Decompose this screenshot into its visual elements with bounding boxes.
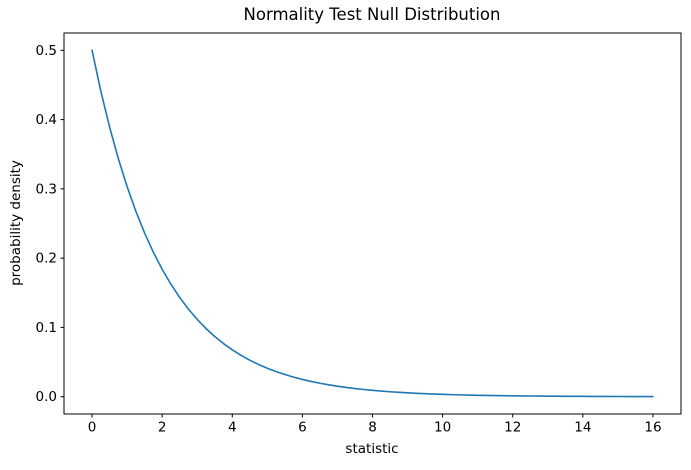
x-tick-label: 14 [574,420,591,436]
x-tick-label: 12 [504,420,521,436]
y-tick-label: 0.4 [36,112,57,128]
chart-title: Normality Test Null Distribution [243,5,501,24]
x-tick-label: 8 [368,420,377,436]
plot-box-spines [63,32,682,415]
x-tick-label: 6 [298,420,307,436]
x-tick-label: 2 [158,420,167,436]
density-curve [91,49,654,398]
y-tick-label: 0.3 [36,181,57,197]
y-tick-label: 0.0 [36,389,57,405]
y-tick-label: 0.5 [36,43,57,59]
x-tick-label: 0 [88,420,97,436]
y-tick-label: 0.2 [36,251,57,267]
x-axis-label: statistic [345,441,399,457]
x-tick-label: 4 [228,420,237,436]
x-tick-label: 16 [644,420,661,436]
x-tick-label: 10 [434,420,451,436]
y-tick-label: 0.1 [36,320,57,336]
y-axis-label: probability density [8,160,24,286]
